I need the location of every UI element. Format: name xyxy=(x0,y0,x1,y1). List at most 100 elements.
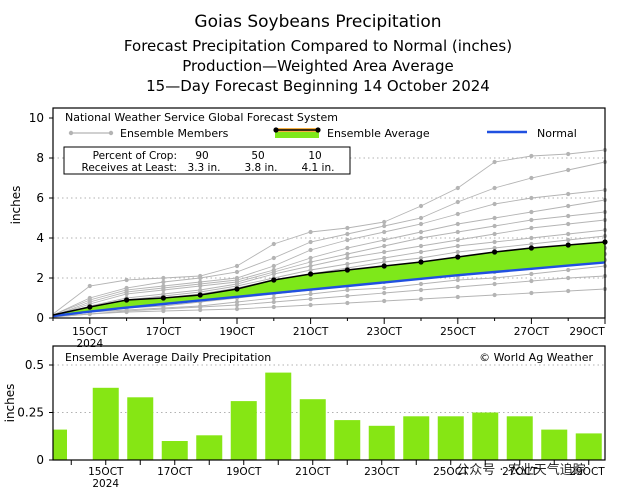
top-y-tick-label: 4 xyxy=(36,231,44,245)
normal-line xyxy=(52,261,606,318)
top-series-lines xyxy=(52,241,606,318)
ensemble-member-line xyxy=(52,219,606,317)
legend-average-label: Ensemble Average xyxy=(327,127,430,140)
daily-precip-bar xyxy=(368,425,395,460)
ensemble-member-point xyxy=(418,281,424,287)
ensemble-average-point xyxy=(87,304,93,310)
ensemble-member-point xyxy=(308,296,313,302)
legend-members-label: Ensemble Members xyxy=(120,127,229,140)
bottom-x-tick-label: 21OCT xyxy=(295,466,331,478)
daily-precip-bar xyxy=(437,416,464,460)
ensemble-member-point xyxy=(529,209,534,215)
ensemble-member-point xyxy=(345,245,350,251)
bottom-x-tick-label: 23OCT xyxy=(364,466,400,478)
ensemble-member-point xyxy=(271,295,276,301)
ensemble-member-point xyxy=(345,237,350,243)
ensemble-member-point xyxy=(124,309,129,315)
ensemble-member-point xyxy=(492,292,497,298)
ensemble-member-point xyxy=(308,291,313,297)
ensemble-member-point xyxy=(382,255,387,261)
ensemble-average-points xyxy=(87,239,608,310)
ensemble-member-point xyxy=(345,293,350,299)
bottom-x-tick-label: 17OCT xyxy=(157,466,193,478)
top-y-tick-label: 2 xyxy=(36,271,44,285)
ensemble-member-point xyxy=(382,237,387,243)
crop-percent-50: 50 xyxy=(251,150,264,162)
title-line-2: Forecast Precipitation Compared to Norma… xyxy=(124,37,512,55)
ensemble-member-point xyxy=(345,255,350,261)
ensemble-member-point xyxy=(455,229,460,235)
ensemble-member-point xyxy=(308,302,313,308)
ensemble-member-point xyxy=(271,271,276,277)
ensemble-member-point xyxy=(418,287,424,293)
daily-precip-bar xyxy=(472,412,499,460)
ensemble-member-point xyxy=(87,311,92,317)
ensemble-average-point xyxy=(565,242,571,248)
ensemble-member-point xyxy=(529,271,534,277)
ensemble-member-point xyxy=(529,153,534,159)
crop-table-row2-label: Receives at Least: xyxy=(82,162,178,174)
ensemble-average-point xyxy=(271,277,277,283)
ensemble-member-point xyxy=(566,167,571,173)
ensemble-member-point xyxy=(492,223,497,229)
ensemble-average-line xyxy=(52,241,606,316)
top-y-axis: 0 2 4 6 8 10 xyxy=(29,111,53,325)
ensemble-member-point xyxy=(161,287,166,293)
ensemble-member-point xyxy=(492,185,497,191)
legend-average-swatch xyxy=(273,127,321,138)
top-y-tick-label: 6 xyxy=(36,191,44,205)
ensemble-member-point xyxy=(234,299,240,305)
ensemble-member-point xyxy=(455,249,460,255)
ensemble-member-point xyxy=(529,217,534,223)
ensemble-member-line xyxy=(52,161,606,316)
daily-precip-bar xyxy=(541,429,568,460)
ensemble-member-point xyxy=(529,241,534,247)
daily-precip-bar xyxy=(92,387,119,460)
ensemble-member-point xyxy=(382,249,387,255)
ensemble-member-point xyxy=(529,290,534,296)
ensemble-average-band xyxy=(53,242,605,316)
daily-precip-bar xyxy=(299,399,326,460)
bottom-x-tick-year: 2024 xyxy=(92,478,119,490)
ensemble-member-point xyxy=(345,261,350,267)
watermark-text: 公众号 · 农业天气追踪 xyxy=(456,462,585,478)
top-x-tick-label: 21OCT xyxy=(293,326,329,338)
ensemble-average-point xyxy=(344,267,350,273)
ensemble-member-point xyxy=(492,281,497,287)
bottom-chart-title: Ensemble Average Daily Precipitation xyxy=(65,351,271,364)
legend-source: National Weather Service Global Forecast… xyxy=(65,111,338,124)
legend-members-swatch xyxy=(68,130,114,136)
ensemble-member-point xyxy=(566,237,571,243)
ensemble-member-point xyxy=(271,299,276,305)
ensemble-member-point xyxy=(418,243,424,249)
ensemble-member-point xyxy=(455,284,460,290)
bottom-y-axis-label: inches xyxy=(3,384,17,423)
ensemble-member-point xyxy=(566,151,571,157)
title-line-4: 15—Day Forecast Beginning 14 October 202… xyxy=(146,77,490,95)
daily-precip-bar xyxy=(230,401,257,460)
ensemble-member-point xyxy=(234,263,240,269)
bottom-x-tick-label: 19OCT xyxy=(226,466,262,478)
ensemble-member-point xyxy=(271,255,276,261)
ensemble-member-point xyxy=(308,247,313,253)
ensemble-member-point xyxy=(308,239,313,245)
ensemble-member-point xyxy=(566,213,571,219)
ensemble-member-point xyxy=(308,259,313,265)
ensemble-member-point xyxy=(455,237,460,243)
ensemble-member-point xyxy=(234,302,240,308)
top-x-tick-label: 25OCT xyxy=(440,326,476,338)
ensemble-member-point xyxy=(234,269,240,275)
bottom-x-tick-label: 15OCT xyxy=(88,466,124,478)
ensemble-member-point xyxy=(418,249,424,255)
ensemble-member-point xyxy=(566,231,571,237)
bottom-y-tick-label: 0.5 xyxy=(25,358,44,372)
ensemble-member-point xyxy=(198,307,203,313)
ensemble-member-point xyxy=(566,267,571,273)
ensemble-member-point xyxy=(455,221,460,227)
ensemble-member-point xyxy=(455,277,460,283)
ensemble-member-point xyxy=(345,251,350,257)
ensemble-average-point xyxy=(308,271,314,277)
top-x-tick-label: 17OCT xyxy=(146,326,182,338)
